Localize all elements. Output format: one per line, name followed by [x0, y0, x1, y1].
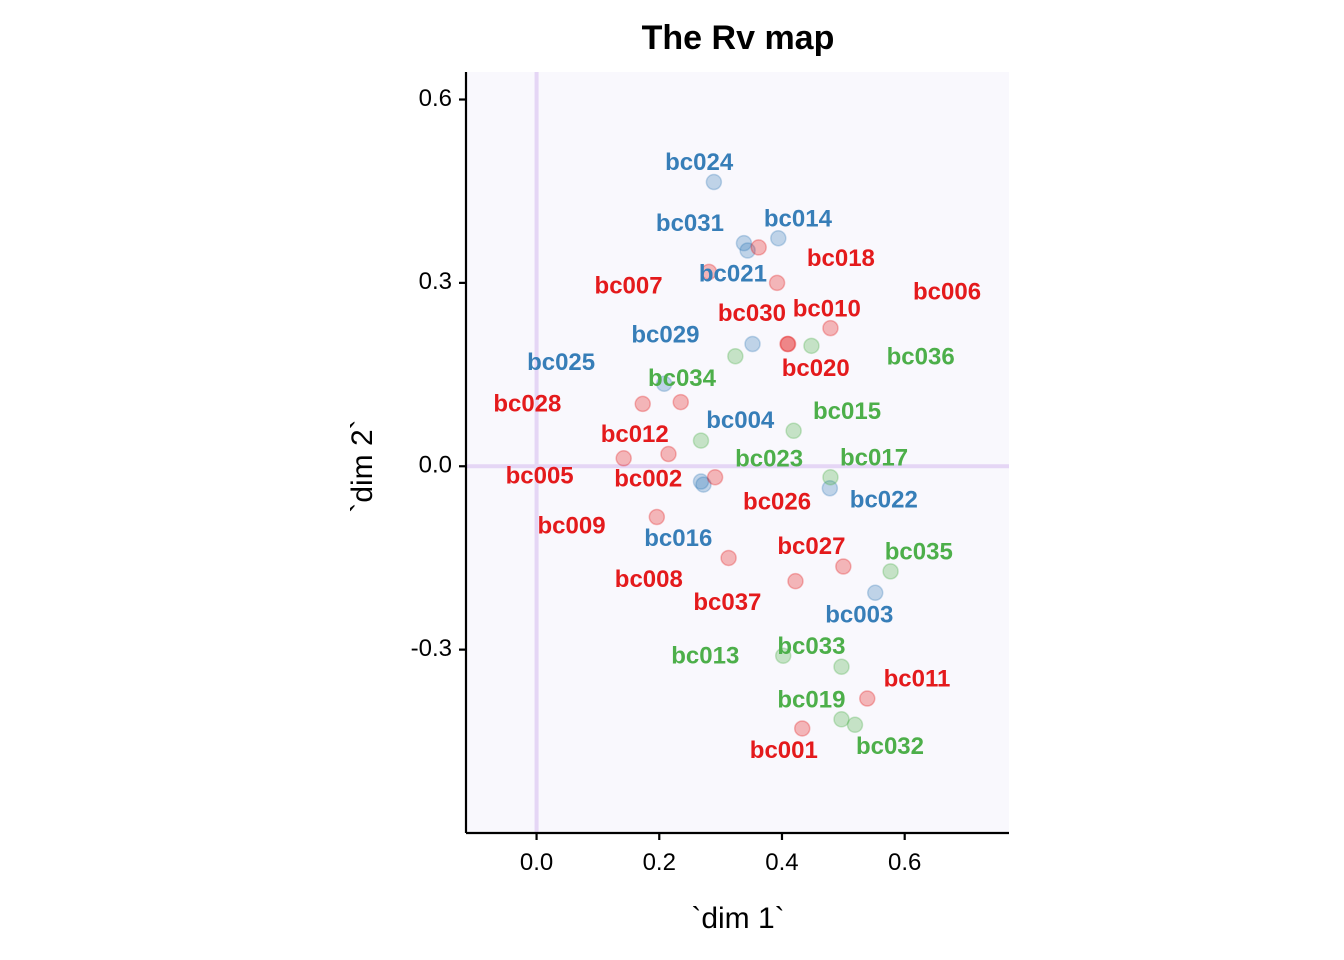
data-point-bc004 — [692, 473, 710, 490]
data-point-bc008 — [720, 549, 737, 567]
data-point-bc032 — [846, 716, 864, 734]
point-label-bc019: bc019 — [777, 686, 845, 713]
data-point-bc015 — [785, 422, 802, 440]
x-tick-label: 0.0 — [520, 849, 553, 876]
point-label-bc024: bc024 — [665, 149, 734, 176]
point-label-bc020: bc020 — [782, 355, 850, 382]
point-label-bc028: bc028 — [493, 390, 561, 417]
x-tick-label: 0.4 — [765, 849, 798, 876]
data-point-bc026 — [706, 469, 724, 486]
data-point-bc037 — [787, 572, 804, 590]
axes: 0.0 0.2 0.4 0.6 0.6 0.3 0.0 -0.3 — [411, 72, 1009, 876]
data-point-bc036 — [803, 337, 820, 355]
point-label-bc018: bc018 — [807, 245, 875, 272]
point-label-bc037: bc037 — [693, 589, 761, 616]
x-tick-label: 0.2 — [643, 849, 676, 876]
data-point-bc023 — [692, 432, 710, 449]
data-point-bc003 — [866, 584, 884, 602]
point-label-bc015: bc015 — [813, 398, 881, 425]
data-point-bc011 — [859, 690, 876, 707]
data-point-bc005 — [615, 450, 632, 467]
point-label-bc025: bc025 — [527, 349, 595, 376]
data-points — [615, 173, 899, 737]
point-label-bc023: bc023 — [735, 445, 803, 472]
data-point-bc030 — [779, 335, 797, 353]
point-label-bc032: bc032 — [856, 733, 924, 760]
reference-lines — [466, 72, 1009, 833]
point-label-bc034: bc034 — [648, 365, 717, 392]
data-point-bc033 — [833, 658, 850, 675]
data-point-bc034 — [727, 347, 744, 365]
point-label-bc027: bc027 — [777, 533, 845, 560]
point-label-bc007: bc007 — [595, 273, 663, 300]
data-point-bc006 — [750, 239, 767, 256]
point-label-bc002: bc002 — [614, 466, 682, 493]
point-label-bc017: bc017 — [840, 444, 908, 471]
data-point-bc009 — [648, 508, 666, 526]
point-label-bc005: bc005 — [506, 463, 574, 490]
point-label-bc035: bc035 — [885, 538, 953, 565]
point-label-bc036: bc036 — [887, 343, 955, 370]
data-point-bc027 — [835, 558, 852, 575]
plot-panel — [466, 72, 1009, 833]
data-point-bc007 — [700, 263, 718, 281]
x-axis-title: `dim 1` — [691, 902, 784, 935]
data-point-bc021 — [739, 242, 756, 259]
data-point-bc029 — [744, 335, 761, 353]
data-point-bc024 — [705, 173, 723, 191]
data-point-bc031 — [735, 234, 753, 252]
y-tick-label: 0.6 — [419, 85, 452, 112]
point-label-bc014: bc014 — [764, 205, 833, 232]
y-tick-label: 0.0 — [419, 452, 452, 479]
point-label-bc001: bc001 — [750, 737, 818, 764]
data-point-bc022 — [821, 480, 839, 497]
point-label-bc004: bc004 — [706, 407, 775, 434]
y-tick-label: -0.3 — [411, 635, 452, 662]
point-label-bc008: bc008 — [615, 566, 683, 593]
data-point-bc012 — [672, 393, 689, 411]
data-point-bc035 — [882, 563, 899, 580]
data-point-bc018 — [768, 274, 786, 292]
data-point-bc020 — [779, 335, 796, 353]
y-axis-title: `dim 2` — [346, 419, 379, 512]
point-label-bc016: bc016 — [644, 525, 712, 552]
point-label-bc010: bc010 — [793, 296, 861, 323]
point-label-bc022: bc022 — [850, 486, 918, 513]
data-point-bc001 — [793, 720, 811, 737]
point-label-bc021: bc021 — [699, 260, 767, 287]
data-point-bc013 — [774, 647, 792, 664]
point-label-bc012: bc012 — [601, 421, 669, 448]
point-label-bc031: bc031 — [656, 210, 724, 237]
point-label-bc033: bc033 — [777, 633, 845, 660]
point-label-bc006: bc006 — [913, 279, 981, 306]
x-tick-label: 0.6 — [888, 849, 921, 876]
point-labels: bc024 bc031 bc014 bc021 bc029 bc025 bc004 bc022… — [493, 149, 981, 764]
point-label-bc026: bc026 — [743, 488, 811, 515]
data-point-bc016 — [695, 476, 712, 493]
data-point-bc017 — [822, 469, 839, 486]
data-point-bc019 — [833, 711, 850, 728]
point-label-bc013: bc013 — [671, 642, 739, 669]
data-point-bc028 — [634, 395, 651, 413]
data-point-bc014 — [770, 230, 787, 247]
data-point-bc010 — [822, 319, 839, 337]
point-label-bc009: bc009 — [538, 513, 606, 540]
data-point-bc002 — [660, 445, 677, 463]
data-point-bc025 — [655, 375, 673, 392]
point-label-bc011: bc011 — [884, 666, 951, 693]
chart-title: The Rv map — [642, 19, 835, 57]
y-tick-label: 0.3 — [419, 268, 452, 295]
point-label-bc003: bc003 — [825, 601, 893, 628]
point-label-bc029: bc029 — [631, 321, 699, 348]
point-label-bc030: bc030 — [718, 300, 786, 327]
